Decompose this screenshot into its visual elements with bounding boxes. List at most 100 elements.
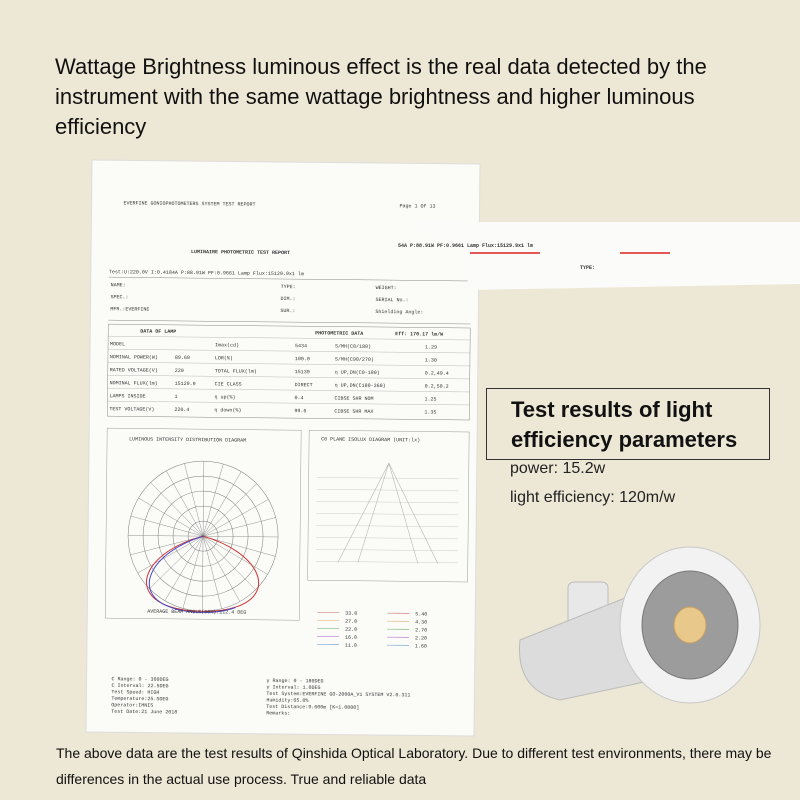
test-info: Temperature:25.5DEG	[111, 696, 168, 703]
table-cell: CIBSE SHR NOM	[334, 396, 373, 402]
isolux-grid	[316, 489, 459, 492]
table-frame	[107, 323, 471, 421]
table-cell: 5434	[295, 343, 307, 349]
lamp-image	[519, 546, 761, 704]
test-info: Test Date:21 June 2018	[111, 709, 177, 716]
table-cell: RATED VOLTAGE(V)	[110, 367, 158, 374]
efficiency: light efficiency: 120m/w	[510, 489, 676, 506]
table-cell: Imax(cd)	[215, 342, 239, 348]
report-title: LUMINAIRE PHOTOMETRIC TEST REPORT	[191, 249, 290, 256]
info-label: WEIGHT:	[376, 285, 397, 291]
table-cell: 0.2,50.2	[425, 383, 449, 389]
table-cell: TEST VOLTAGE(V)	[109, 406, 154, 412]
row-line	[108, 348, 471, 354]
legend-value: 33.0	[345, 611, 357, 617]
table-cell: 1.30	[425, 357, 437, 363]
zoom-type: TYPE:	[580, 265, 595, 271]
rule	[108, 319, 471, 325]
table-cell: 99.6	[294, 408, 306, 414]
report-paper: EVERFINE GONIOPHOTOMETERS SYSTEM TEST RE…	[85, 159, 481, 737]
test-info: Humidity:65.0%	[266, 697, 308, 703]
test-info: γ Range: 0 - 180DEG	[267, 678, 324, 685]
isolux-title: C0 PLANE ISOLUX DIAGRAM (UNIT:lx)	[321, 436, 420, 443]
table-cell: 1.25	[424, 396, 436, 402]
curve-c90	[148, 535, 236, 613]
lamp-cob	[673, 606, 707, 644]
table-cell: 15129.9	[175, 381, 196, 387]
beam-angle: AVERAGE BEAM ANGLE(50%):112.4 DEG	[147, 609, 246, 616]
legend-value: 5.40	[415, 611, 427, 617]
test-line: Test:U:220.0V I:0.4184A P:88.91W PF:0.96…	[109, 269, 304, 277]
table-cell: CIE CLASS	[215, 381, 242, 387]
legend-value: 1.60	[415, 643, 427, 649]
info-label: MFR.:EVERFINE	[110, 306, 149, 312]
legend-value: 11.0	[345, 643, 357, 649]
test-info: Test Distance:9.600m [K=1.0000]	[266, 704, 359, 711]
isolux-grid	[315, 561, 458, 564]
test-info: Test System:EVERFINE GO-2000A_V1 SYSTEM …	[266, 691, 410, 699]
test-info: γ Interval: 1.0DEG	[266, 684, 320, 691]
test-info: C Range: 0 - 360DEG	[112, 676, 169, 683]
table-header: Eff: 170.17 lm/W	[395, 331, 443, 338]
table-cell: S/MH(C90/270)	[335, 357, 374, 363]
info-label: Shielding Angle:	[375, 309, 423, 316]
legend-value: 2.20	[415, 635, 427, 641]
power: power: 15.2w	[510, 460, 606, 477]
table-cell: DIRECT	[295, 382, 313, 388]
table-cell: MODEL	[110, 341, 125, 347]
row-line	[107, 387, 470, 393]
table-cell: 0.2,49.4	[425, 370, 449, 376]
table-cell: CIBSE SHR MAX	[334, 409, 373, 415]
table-cell: 220.4	[174, 407, 189, 413]
info-label: SPEC.:	[111, 294, 129, 300]
table-cell: LAMPS INSIDE	[109, 393, 145, 399]
polar-frame	[104, 427, 302, 621]
table-cell: 89.69	[175, 355, 190, 361]
table-cell: 0.4	[294, 395, 303, 401]
zoom-strip	[400, 222, 800, 290]
table-cell: 1.35	[424, 409, 436, 415]
table-cell: TOTAL FLUX(lm)	[215, 368, 257, 374]
table-header: DATA OF LAMP	[140, 329, 176, 335]
table-cell: 15130	[295, 369, 310, 375]
table-cell: 1.29	[425, 344, 437, 350]
isolux-grid	[316, 477, 459, 480]
isolux-grid	[316, 513, 459, 516]
row-line	[108, 335, 471, 341]
test-info: Remarks:	[266, 710, 290, 716]
info-label: SERIAL No.:	[376, 297, 409, 303]
legend-value: 27.0	[345, 619, 357, 625]
info-label: NAME:	[111, 282, 126, 288]
table-cell: NOMINAL FLUX(lm)	[110, 380, 158, 387]
table-cell: η UP,DN(C180-360)	[335, 383, 386, 390]
callout-title: Test results of light efficiency paramet…	[486, 388, 770, 460]
curve-c0	[146, 535, 260, 612]
isolux-grid	[316, 525, 459, 528]
table-cell: η up(%)	[214, 394, 235, 400]
footer-note: The above data are the test results of Q…	[56, 745, 772, 787]
row-line	[107, 361, 470, 367]
table-cell: 1	[174, 394, 177, 400]
isolux-grid	[315, 549, 458, 552]
system-title: EVERFINE GONIOPHOTOMETERS SYSTEM TEST RE…	[124, 200, 256, 207]
isolux-frame	[307, 430, 470, 583]
table-cell: S/MH(C0/180)	[335, 344, 371, 350]
table-header: PHOTOMETRIC DATA	[315, 330, 363, 337]
polar-title: LUMINOUS INTENSITY DISTRIBUTION DIAGRAM	[129, 436, 246, 443]
isolux-cone	[337, 463, 439, 564]
isolux-grid	[316, 537, 459, 540]
paper	[85, 159, 481, 737]
legend-value: 22.0	[345, 627, 357, 633]
table-cell: NOMINAL POWER(W)	[110, 354, 158, 361]
info-label: TYPE:	[281, 284, 296, 290]
isolux-grid	[316, 501, 459, 504]
table-cell: LOR(%)	[215, 355, 233, 361]
table-cell: η down(%)	[214, 407, 241, 413]
page-no: Page 1 Of 13	[400, 203, 436, 209]
headline: Wattage Brightness luminous effect is th…	[55, 54, 707, 139]
table-cell: 100.0	[295, 356, 310, 362]
zoom-line: 54A P:88.91W PF:0.9661 Lamp Flux:15129.9…	[398, 243, 533, 249]
test-info: C Interval: 22.5DEG	[111, 683, 168, 690]
